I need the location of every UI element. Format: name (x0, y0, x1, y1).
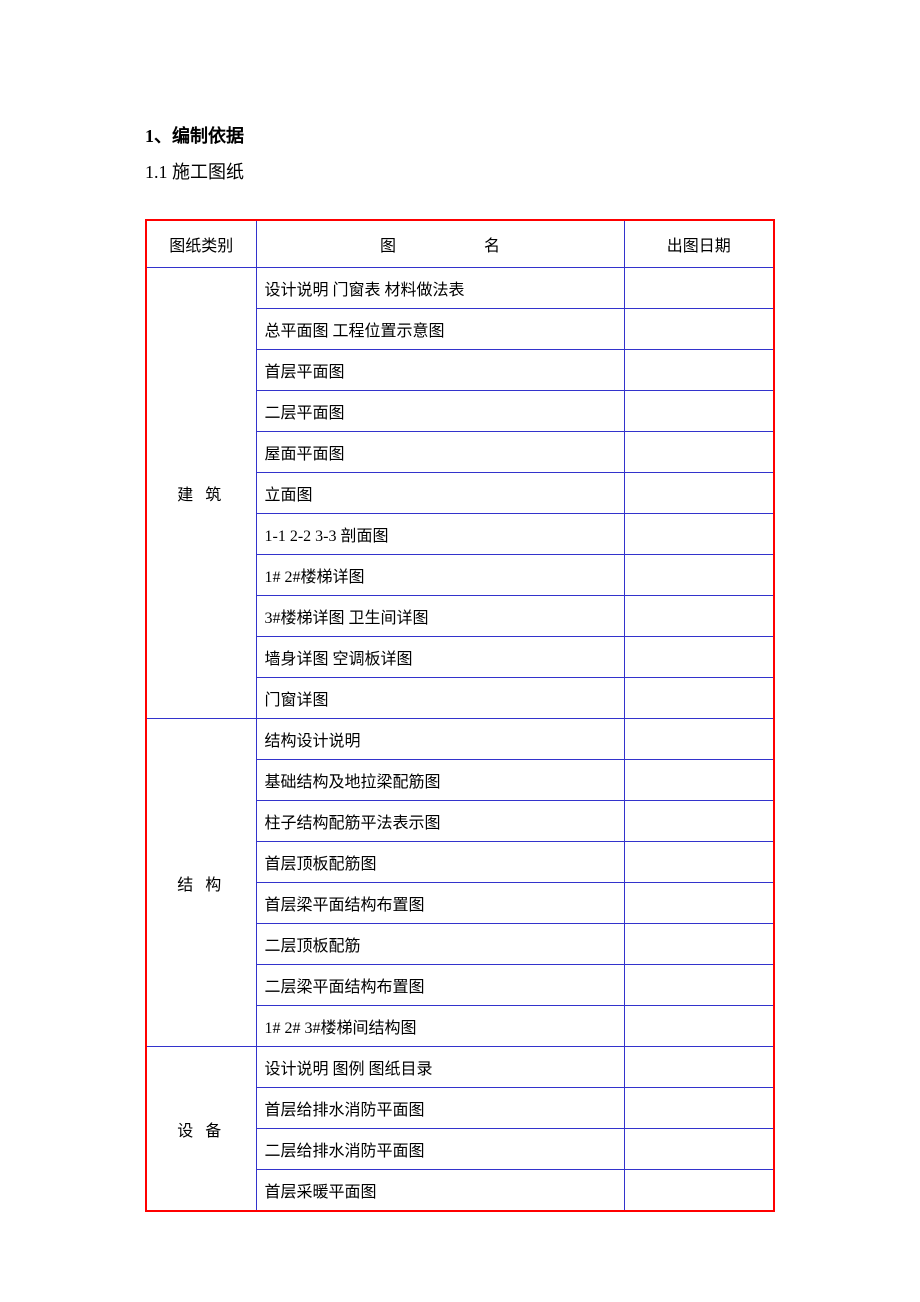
item-date (624, 678, 774, 719)
item-name: 1# 2# 3#楼梯间结构图 (256, 1006, 624, 1047)
item-name: 结构设计说明 (256, 719, 624, 760)
item-date (624, 555, 774, 596)
drawings-table: 图纸类别 图 名 出图日期 建 筑 设计说明 门窗表 材料做法表 总平面图 工程… (145, 219, 775, 1213)
item-name: 首层平面图 (256, 350, 624, 391)
item-date (624, 391, 774, 432)
item-date (624, 637, 774, 678)
item-name: 立面图 (256, 473, 624, 514)
item-date (624, 719, 774, 760)
item-date (624, 1170, 774, 1212)
item-name: 首层采暖平面图 (256, 1170, 624, 1212)
item-name: 屋面平面图 (256, 432, 624, 473)
category-cell: 设 备 (146, 1047, 256, 1212)
item-name: 总平面图 工程位置示意图 (256, 309, 624, 350)
item-date (624, 965, 774, 1006)
item-name: 设计说明 图例 图纸目录 (256, 1047, 624, 1088)
item-name: 1-1 2-2 3-3 剖面图 (256, 514, 624, 555)
item-date (624, 883, 774, 924)
subsection-heading: 1.1 施工图纸 (145, 156, 775, 188)
item-date (624, 760, 774, 801)
item-date (624, 1006, 774, 1047)
table-row: 设 备 设计说明 图例 图纸目录 (146, 1047, 774, 1088)
item-date (624, 432, 774, 473)
item-date (624, 801, 774, 842)
item-name: 二层顶板配筋 (256, 924, 624, 965)
category-cell: 建 筑 (146, 268, 256, 719)
header-name-char1: 图 (380, 238, 396, 255)
item-name: 首层顶板配筋图 (256, 842, 624, 883)
item-name: 首层给排水消防平面图 (256, 1088, 624, 1129)
item-date (624, 1088, 774, 1129)
header-date: 出图日期 (624, 220, 774, 268)
table-row: 结 构 结构设计说明 (146, 719, 774, 760)
table-row: 建 筑 设计说明 门窗表 材料做法表 (146, 268, 774, 309)
item-name: 二层给排水消防平面图 (256, 1129, 624, 1170)
header-name-char2: 名 (484, 238, 500, 255)
table-header-row: 图纸类别 图 名 出图日期 (146, 220, 774, 268)
item-name: 设计说明 门窗表 材料做法表 (256, 268, 624, 309)
item-date (624, 1129, 774, 1170)
item-name: 门窗详图 (256, 678, 624, 719)
item-name: 二层平面图 (256, 391, 624, 432)
item-date (624, 350, 774, 391)
item-date (624, 473, 774, 514)
item-name: 柱子结构配筋平法表示图 (256, 801, 624, 842)
item-name: 1# 2#楼梯详图 (256, 555, 624, 596)
item-date (624, 596, 774, 637)
category-cell: 结 构 (146, 719, 256, 1047)
item-date (624, 309, 774, 350)
section-heading: 1、编制依据 (145, 120, 775, 152)
header-category: 图纸类别 (146, 220, 256, 268)
item-name: 基础结构及地拉梁配筋图 (256, 760, 624, 801)
item-name: 墙身详图 空调板详图 (256, 637, 624, 678)
item-date (624, 924, 774, 965)
item-date (624, 514, 774, 555)
item-date (624, 842, 774, 883)
item-name: 3#楼梯详图 卫生间详图 (256, 596, 624, 637)
table-body: 建 筑 设计说明 门窗表 材料做法表 总平面图 工程位置示意图 首层平面图 二层… (146, 268, 774, 1212)
item-name: 二层梁平面结构布置图 (256, 965, 624, 1006)
header-name: 图 名 (256, 220, 624, 268)
item-name: 首层梁平面结构布置图 (256, 883, 624, 924)
item-date (624, 1047, 774, 1088)
item-date (624, 268, 774, 309)
